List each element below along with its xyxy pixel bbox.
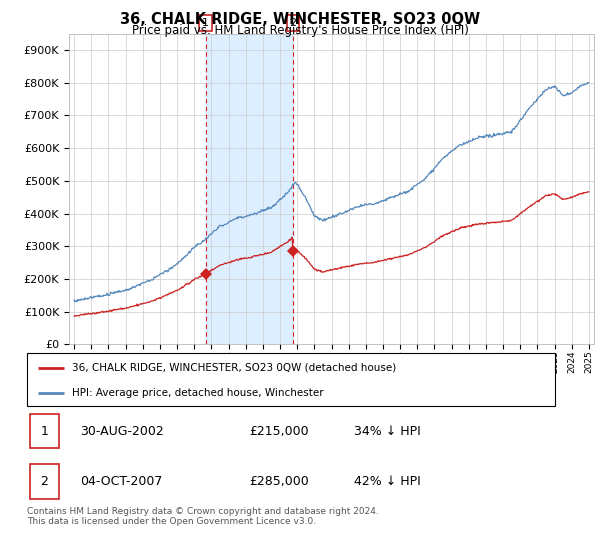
Text: Price paid vs. HM Land Registry's House Price Index (HPI): Price paid vs. HM Land Registry's House … — [131, 24, 469, 37]
FancyBboxPatch shape — [29, 464, 59, 498]
Text: 04-OCT-2007: 04-OCT-2007 — [80, 475, 162, 488]
Text: 42% ↓ HPI: 42% ↓ HPI — [355, 475, 421, 488]
Text: 2: 2 — [40, 475, 48, 488]
Text: 36, CHALK RIDGE, WINCHESTER, SO23 0QW (detached house): 36, CHALK RIDGE, WINCHESTER, SO23 0QW (d… — [72, 363, 396, 373]
Text: Contains HM Land Registry data © Crown copyright and database right 2024.
This d: Contains HM Land Registry data © Crown c… — [27, 507, 379, 526]
Text: 2: 2 — [289, 18, 296, 28]
Bar — [206, 34, 293, 344]
Text: 34% ↓ HPI: 34% ↓ HPI — [355, 425, 421, 438]
FancyBboxPatch shape — [29, 414, 59, 449]
Text: 1: 1 — [40, 425, 48, 438]
Text: £285,000: £285,000 — [249, 475, 308, 488]
Text: HPI: Average price, detached house, Winchester: HPI: Average price, detached house, Winc… — [72, 388, 323, 398]
Text: 30-AUG-2002: 30-AUG-2002 — [80, 425, 164, 438]
Text: 36, CHALK RIDGE, WINCHESTER, SO23 0QW: 36, CHALK RIDGE, WINCHESTER, SO23 0QW — [120, 12, 480, 27]
Text: £215,000: £215,000 — [249, 425, 308, 438]
Text: 1: 1 — [202, 18, 209, 28]
